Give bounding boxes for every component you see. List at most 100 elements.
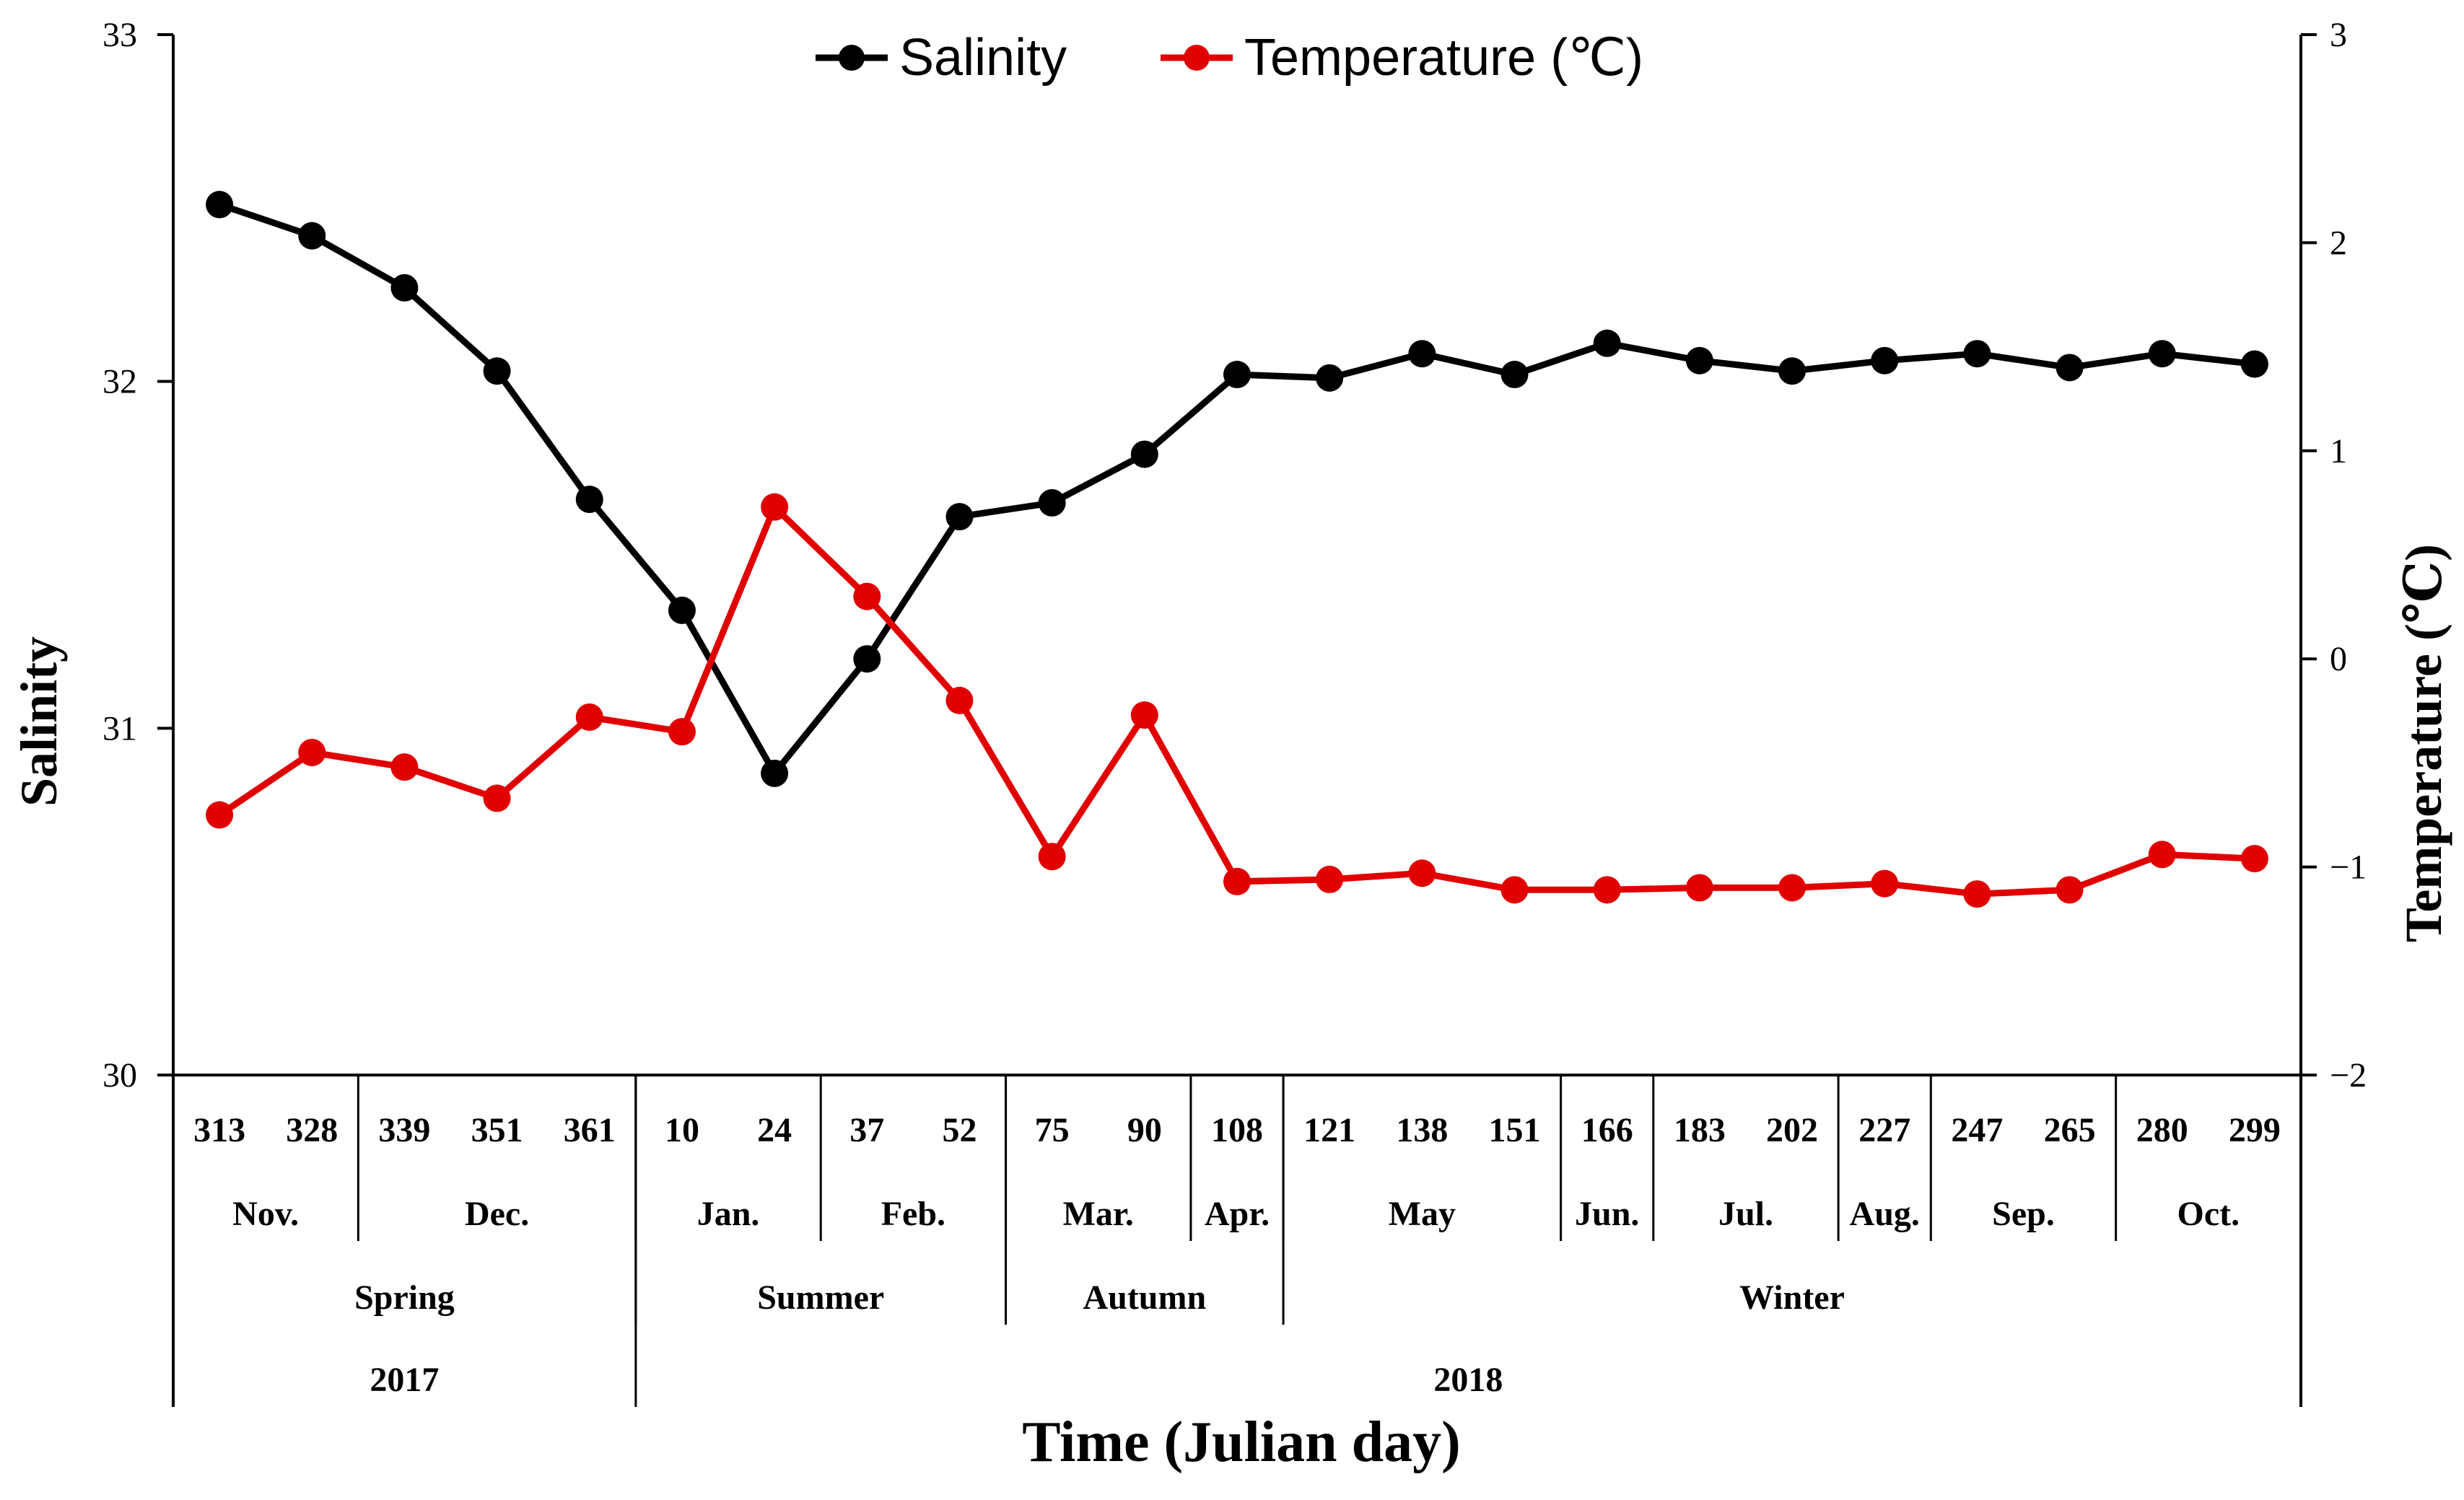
temperature-point: [298, 738, 326, 766]
year-label: 2018: [1433, 1361, 1503, 1399]
x-tick-label: 361: [564, 1111, 616, 1149]
y-right-tick-label: −1: [2330, 848, 2367, 887]
season-label: Autumn: [1083, 1278, 1206, 1317]
salinity-point: [1593, 329, 1621, 357]
x-tick-label: 166: [1581, 1111, 1633, 1149]
temperature-point: [1408, 859, 1436, 887]
legend-salinity-marker: [839, 45, 865, 71]
x-axis-title: Time (Julian day): [1022, 1411, 1461, 1474]
temperature-point: [575, 703, 603, 731]
x-tick-label: 108: [1211, 1111, 1263, 1149]
temperature-point: [2148, 841, 2176, 869]
x-tick-label: 37: [849, 1111, 884, 1149]
temperature-point: [1778, 874, 1807, 902]
temperature-point: [483, 784, 511, 812]
x-tick-label: 280: [2136, 1111, 2188, 1149]
x-tick-label: 339: [378, 1111, 430, 1149]
x-tick-label: 121: [1303, 1111, 1355, 1149]
x-tick-label: 351: [471, 1111, 523, 1149]
season-label: Winter: [1739, 1278, 1845, 1317]
month-label: Apr.: [1205, 1195, 1270, 1233]
y-right-tick-label: 2: [2330, 224, 2347, 262]
salinity-point: [575, 486, 603, 514]
temperature-point: [853, 582, 881, 610]
y-right-tick-label: 0: [2330, 640, 2347, 678]
salinity-point: [1685, 346, 1713, 374]
month-label: May: [1389, 1195, 1456, 1233]
x-tick-label: 227: [1858, 1111, 1910, 1149]
temperature-point: [1500, 876, 1529, 904]
salinity-point: [1038, 488, 1066, 517]
season-label: Summer: [757, 1278, 884, 1317]
salinity-point: [1223, 361, 1251, 389]
month-label: Dec.: [465, 1195, 529, 1233]
y-right-tick-label: −2: [2330, 1056, 2367, 1095]
temperature-point: [1593, 876, 1621, 904]
x-tick-label: 265: [2044, 1111, 2096, 1149]
legend-temperature-label: Temperature (℃): [1244, 29, 1643, 87]
salinity-point: [853, 645, 881, 673]
month-label: Mar.: [1063, 1195, 1134, 1233]
temperature-point: [1871, 869, 1899, 898]
salinity-series-line: [218, 201, 2255, 777]
salinity-point: [2148, 340, 2176, 368]
temperature-point: [2055, 876, 2084, 904]
month-label: Jun.: [1575, 1195, 1639, 1233]
temperature-point: [668, 718, 696, 746]
temperature-point: [390, 753, 419, 781]
y-left-tick-label: 30: [102, 1056, 137, 1095]
y-axis-right-title: Temperature (℃): [2395, 544, 2452, 942]
salinity-point: [1408, 340, 1436, 368]
legend-temperature-marker: [1184, 45, 1210, 71]
x-tick-label: 52: [942, 1111, 977, 1149]
y-right-tick-label: 1: [2330, 432, 2347, 470]
x-tick-label: 75: [1035, 1111, 1070, 1149]
temperature-point: [1038, 843, 1066, 871]
month-label: Oct.: [2177, 1195, 2240, 1233]
x-tick-label: 328: [286, 1111, 338, 1149]
axes: 30 31 32 33 −2 −1 0 1 2 3: [102, 16, 2367, 1407]
x-tick-label: 151: [1489, 1111, 1541, 1149]
temperature-point: [1130, 701, 1158, 729]
temperature-point: [1685, 874, 1713, 902]
salinity-point: [206, 190, 234, 219]
month-label: Jul.: [1718, 1195, 1773, 1233]
salinity-point: [1316, 364, 1344, 392]
temperature-point: [206, 801, 234, 829]
salinity-point: [1963, 340, 1991, 368]
y-left-tick-label: 31: [102, 709, 137, 747]
temperature-point: [1963, 880, 1991, 908]
x-tick-label: 138: [1396, 1111, 1448, 1149]
x-tick-label: 183: [1674, 1111, 1726, 1149]
series-layer: [206, 190, 2268, 908]
y-axis-left-title: Salinity: [10, 636, 68, 807]
x-tick-label: 202: [1766, 1111, 1818, 1149]
salinity-point: [1130, 440, 1158, 468]
salinity-point: [945, 503, 974, 531]
x-tick-label: 10: [665, 1111, 699, 1149]
salinity-point: [2055, 354, 2084, 382]
salinity-point: [668, 596, 696, 624]
temperature-point: [1316, 865, 1344, 893]
salinity-point: [761, 759, 789, 787]
month-label: Sep.: [1992, 1195, 2055, 1233]
x-tick-label: 299: [2229, 1111, 2281, 1149]
month-label: Nov.: [232, 1195, 299, 1233]
legend-salinity-label: Salinity: [899, 29, 1067, 87]
temperature-series-line: [217, 504, 2255, 898]
x-tick-label: 90: [1127, 1111, 1162, 1149]
y-left-tick-label: 33: [102, 16, 137, 54]
y-right-tick-label: 3: [2330, 16, 2347, 54]
salinity-point: [483, 357, 511, 385]
x-tick-label: 24: [757, 1111, 792, 1149]
month-label: Feb.: [881, 1195, 945, 1233]
x-tick-label: 247: [1951, 1111, 2003, 1149]
salinity-point: [1778, 357, 1807, 385]
salinity-point: [390, 273, 419, 302]
legend: Salinity Temperature (℃): [816, 29, 1643, 87]
month-label: Jan.: [697, 1195, 760, 1233]
salinity-point: [1500, 361, 1529, 389]
y-left-tick-label: 32: [102, 363, 137, 401]
temperature-point: [2240, 845, 2268, 873]
